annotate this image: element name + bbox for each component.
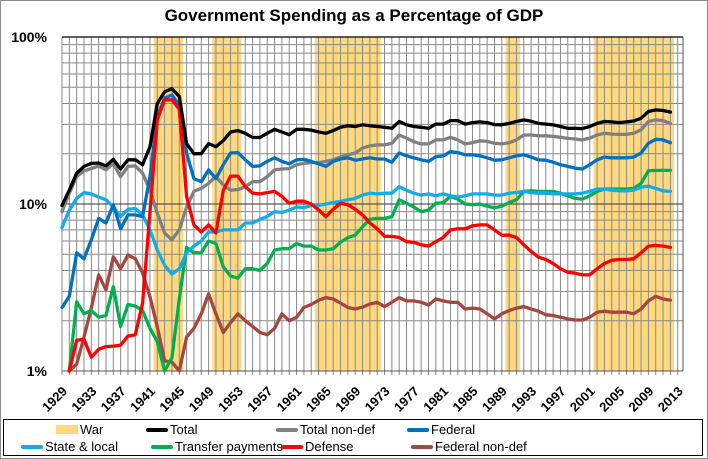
x-tick-label: 1993 [508, 384, 539, 415]
legend-item-federal: Federal [407, 421, 475, 438]
x-tick-label: 2005 [596, 384, 627, 415]
x-tick-label: 1961 [274, 384, 305, 415]
x-tick-label: 1937 [98, 384, 129, 415]
legend-swatch-war [56, 425, 78, 434]
x-tick-label: 1969 [332, 384, 363, 415]
x-tick-label: 2001 [567, 384, 598, 415]
series-line-transfer-payments [67, 168, 673, 373]
legend-item-war: War [56, 421, 103, 438]
legend-item-total: Total [146, 421, 197, 438]
legend-label: Federal non-def [435, 439, 527, 454]
series-line-defense [67, 98, 673, 373]
x-tick-label: 1985 [450, 384, 481, 415]
legend-swatch-total [146, 427, 168, 432]
legend-item-federal-non-def: Federal non-def [411, 438, 527, 455]
chart-title: Government Spending as a Percentage of G… [164, 6, 544, 25]
legend-label: Total non-def [300, 422, 376, 437]
legend: War Total Total non-def Federal State & … [3, 419, 703, 456]
legend-label: War [80, 422, 104, 437]
legend-label: Total [170, 422, 198, 437]
x-tick-label: 1973 [362, 384, 393, 415]
x-tick-label: 1945 [156, 384, 187, 415]
x-tick-label: 1989 [479, 384, 510, 415]
x-tick-label: 1977 [391, 384, 422, 415]
y-tick-label: 1% [27, 363, 48, 379]
series-line-total [60, 87, 673, 208]
x-tick-label: 1953 [215, 384, 246, 415]
x-tick-label: 1933 [68, 384, 99, 415]
chart-plot: 1% 10% 100% 1929193319371941194519491953195… [11, 29, 686, 415]
legend-item-total-non-def: Total non-def [276, 421, 375, 438]
series-line-total-non-def [60, 118, 673, 242]
x-tick-label: 1997 [538, 384, 569, 415]
legend-swatch-state-local [21, 444, 43, 449]
legend-swatch-federal [407, 427, 429, 432]
x-tick-label: 2013 [655, 384, 686, 415]
x-tick-label: 1929 [39, 384, 70, 415]
legend-swatch-defense [281, 444, 303, 449]
legend-label: Transfer payments [175, 439, 283, 454]
x-tick-label: 1981 [420, 384, 451, 415]
y-tick-label: 100% [11, 29, 47, 45]
legend-label: Defense [305, 439, 354, 454]
legend-label: State & local [45, 439, 118, 454]
legend-item-transfer-payments: Transfer payments [151, 438, 283, 455]
x-tick-label: 1949 [186, 384, 217, 415]
legend-swatch-transfer-payments [151, 444, 173, 449]
legend-item-defense: Defense [281, 438, 353, 455]
x-tick-label: 1965 [303, 384, 334, 415]
series-line-state-local [60, 184, 673, 276]
legend-item-state-local: State & local [21, 438, 118, 455]
x-tick-label: 1957 [244, 384, 275, 415]
x-tick-label: 2009 [625, 384, 656, 415]
legend-swatch-federal-non-def [411, 444, 433, 449]
legend-label: Federal [431, 422, 476, 437]
y-tick-label: 10% [19, 196, 48, 212]
x-tick-label: 1941 [127, 384, 158, 415]
legend-swatch-total-non-def [276, 427, 298, 432]
